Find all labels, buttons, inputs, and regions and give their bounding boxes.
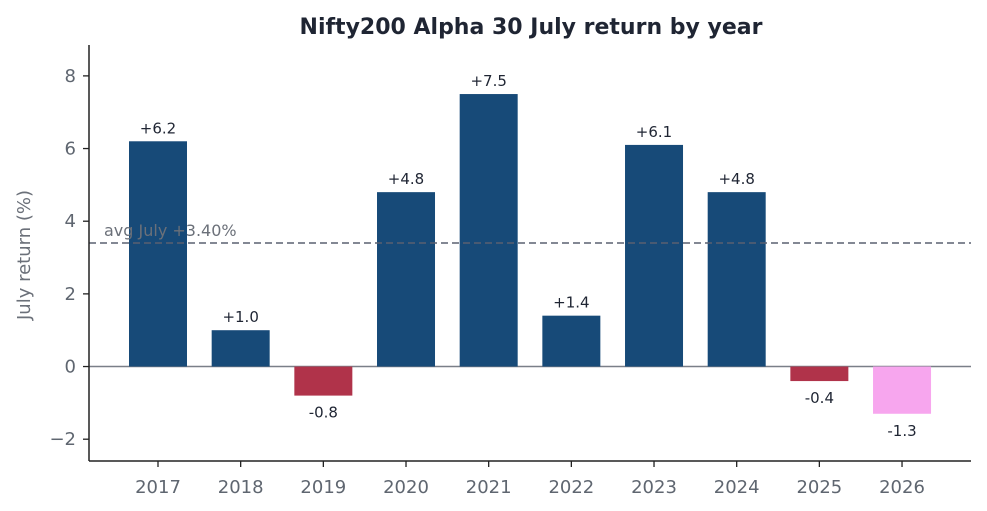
bar-2024 xyxy=(707,192,766,367)
x-tick-label: 2023 xyxy=(631,477,677,498)
data-label-2024: +4.8 xyxy=(718,170,754,188)
data-label-2019: -0.8 xyxy=(309,404,338,422)
y-tick-label: 8 xyxy=(65,66,76,87)
data-label-2022: +1.4 xyxy=(553,294,589,312)
x-tick-label: 2022 xyxy=(548,477,594,498)
data-label-2018: +1.0 xyxy=(222,308,258,326)
data-label-2021: +7.5 xyxy=(470,72,506,90)
y-tick-label: 4 xyxy=(65,211,76,232)
x-tick-label: 2026 xyxy=(879,477,925,498)
y-tick-label: 2 xyxy=(65,284,76,305)
y-tick-label: −2 xyxy=(49,429,76,450)
x-tick-label: 2018 xyxy=(218,477,264,498)
y-axis-label: July return (%) xyxy=(14,190,35,321)
x-tick-label: 2024 xyxy=(714,477,760,498)
average-line-label: avg July +3.40% xyxy=(104,221,237,240)
bar-2018 xyxy=(211,330,270,367)
data-label-2025: -0.4 xyxy=(805,389,834,407)
x-tick-label: 2019 xyxy=(300,477,346,498)
plot-area: +6.2 +1.0 -0.8 +4.8 +7.5 +1.4 +6.1 +4.8 -0.4 -1.3… xyxy=(49,45,971,498)
data-label-2023: +6.1 xyxy=(636,123,672,141)
x-tick-label: 2017 xyxy=(135,477,181,498)
y-tick-label: 0 xyxy=(65,357,76,378)
y-tick-label: 6 xyxy=(65,139,76,160)
bar-2025 xyxy=(790,366,849,382)
data-label-2017: +6.2 xyxy=(140,119,176,137)
chart-title: Nifty200 Alpha 30 July return by year xyxy=(300,15,763,40)
bar-2022 xyxy=(542,315,601,367)
bar-2020 xyxy=(377,192,436,367)
x-tick-label: 2020 xyxy=(383,477,429,498)
bar-2019 xyxy=(294,366,353,396)
x-tick-label: 2021 xyxy=(466,477,512,498)
bar-2026 xyxy=(873,366,932,414)
bar-2021 xyxy=(459,94,518,367)
bar-2017 xyxy=(129,141,187,367)
data-label-2026: -1.3 xyxy=(887,422,916,440)
bar-2023 xyxy=(625,144,684,367)
x-tick-label: 2025 xyxy=(796,477,842,498)
data-label-2020: +4.8 xyxy=(388,170,424,188)
